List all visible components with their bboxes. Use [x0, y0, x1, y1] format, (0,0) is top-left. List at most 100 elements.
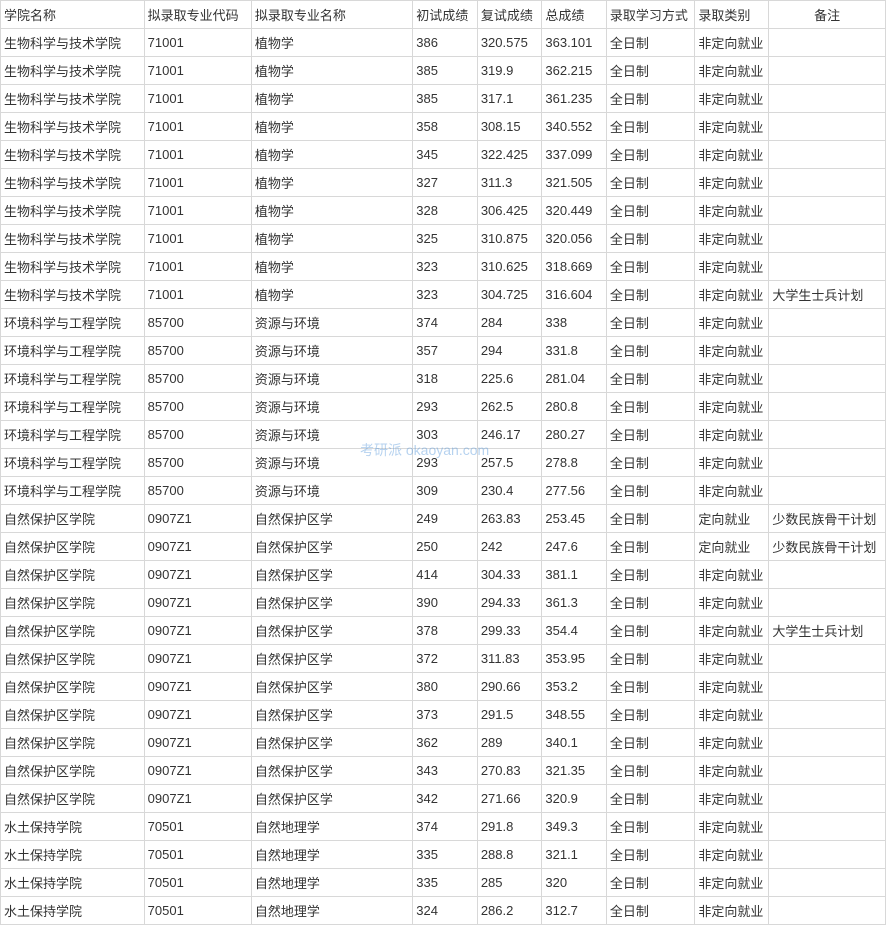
- table-row: 自然保护区学院0907Z1自然保护区学390294.33361.3全日制非定向就…: [1, 589, 886, 617]
- table-cell: 非定向就业: [695, 617, 769, 645]
- table-cell: 357: [413, 337, 478, 365]
- table-cell: 373: [413, 701, 478, 729]
- table-cell: 大学生士兵计划: [769, 617, 886, 645]
- table-cell: 306.425: [477, 197, 542, 225]
- table-cell: 全日制: [606, 785, 695, 813]
- table-cell: 0907Z1: [144, 533, 251, 561]
- table-cell: 378: [413, 617, 478, 645]
- table-cell: 资源与环境: [251, 337, 412, 365]
- table-cell: 304.33: [477, 561, 542, 589]
- header-study-mode: 录取学习方式: [606, 1, 695, 29]
- table-cell: 全日制: [606, 617, 695, 645]
- table-cell: 316.604: [542, 281, 607, 309]
- table-cell: 生物科学与技术学院: [1, 57, 145, 85]
- table-row: 环境科学与工程学院85700资源与环境318225.6281.04全日制非定向就…: [1, 365, 886, 393]
- table-cell: 全日制: [606, 561, 695, 589]
- header-remark: 备注: [769, 1, 886, 29]
- table-cell: 自然保护区学: [251, 785, 412, 813]
- header-college: 学院名称: [1, 1, 145, 29]
- table-cell: 环境科学与工程学院: [1, 393, 145, 421]
- table-cell: 资源与环境: [251, 477, 412, 505]
- table-cell: 自然保护区学院: [1, 589, 145, 617]
- table-cell: 植物学: [251, 57, 412, 85]
- table-cell: [769, 197, 886, 225]
- table-cell: 353.2: [542, 673, 607, 701]
- table-cell: 325: [413, 225, 478, 253]
- table-cell: 71001: [144, 197, 251, 225]
- table-cell: 0907Z1: [144, 729, 251, 757]
- table-cell: 非定向就业: [695, 57, 769, 85]
- table-cell: 0907Z1: [144, 757, 251, 785]
- table-cell: 自然保护区学院: [1, 729, 145, 757]
- table-cell: 资源与环境: [251, 421, 412, 449]
- table-cell: 304.725: [477, 281, 542, 309]
- table-cell: [769, 85, 886, 113]
- table-cell: 311.3: [477, 169, 542, 197]
- table-cell: 非定向就业: [695, 589, 769, 617]
- table-cell: 349.3: [542, 813, 607, 841]
- table-cell: 362.215: [542, 57, 607, 85]
- table-cell: 331.8: [542, 337, 607, 365]
- table-cell: 植物学: [251, 85, 412, 113]
- table-cell: [769, 757, 886, 785]
- table-row: 自然保护区学院0907Z1自然保护区学372311.83353.95全日制非定向…: [1, 645, 886, 673]
- table-cell: 0907Z1: [144, 673, 251, 701]
- table-cell: 253.45: [542, 505, 607, 533]
- table-cell: 全日制: [606, 673, 695, 701]
- table-cell: 自然地理学: [251, 897, 412, 925]
- table-row: 自然保护区学院0907Z1自然保护区学250242247.6全日制定向就业少数民…: [1, 533, 886, 561]
- table-row: 生物科学与技术学院71001植物学386320.575363.101全日制非定向…: [1, 29, 886, 57]
- table-cell: 非定向就业: [695, 85, 769, 113]
- table-cell: 278.8: [542, 449, 607, 477]
- table-cell: 非定向就业: [695, 29, 769, 57]
- table-row: 环境科学与工程学院85700资源与环境303246.17280.27全日制非定向…: [1, 421, 886, 449]
- table-cell: 自然保护区学: [251, 589, 412, 617]
- table-cell: 全日制: [606, 757, 695, 785]
- table-row: 自然保护区学院0907Z1自然保护区学362289340.1全日制非定向就业: [1, 729, 886, 757]
- table-cell: 全日制: [606, 505, 695, 533]
- table-cell: 自然保护区学院: [1, 757, 145, 785]
- table-cell: [769, 393, 886, 421]
- table-cell: 非定向就业: [695, 113, 769, 141]
- table-cell: 植物学: [251, 225, 412, 253]
- table-cell: 非定向就业: [695, 673, 769, 701]
- table-cell: 323: [413, 281, 478, 309]
- table-cell: 281.04: [542, 365, 607, 393]
- table-cell: 植物学: [251, 169, 412, 197]
- table-cell: 263.83: [477, 505, 542, 533]
- table-cell: 生物科学与技术学院: [1, 169, 145, 197]
- table-cell: 环境科学与工程学院: [1, 421, 145, 449]
- table-cell: 289: [477, 729, 542, 757]
- table-cell: 85700: [144, 421, 251, 449]
- table-cell: 定向就业: [695, 533, 769, 561]
- table-cell: 植物学: [251, 281, 412, 309]
- table-cell: 299.33: [477, 617, 542, 645]
- table-row: 环境科学与工程学院85700资源与环境293257.5278.8全日制非定向就业: [1, 449, 886, 477]
- table-cell: 71001: [144, 57, 251, 85]
- header-initial-score: 初试成绩: [413, 1, 478, 29]
- table-cell: 全日制: [606, 29, 695, 57]
- table-cell: 70501: [144, 813, 251, 841]
- table-cell: 0907Z1: [144, 617, 251, 645]
- table-cell: 全日制: [606, 253, 695, 281]
- table-cell: 71001: [144, 29, 251, 57]
- table-cell: 246.17: [477, 421, 542, 449]
- table-cell: 290.66: [477, 673, 542, 701]
- table-cell: 全日制: [606, 113, 695, 141]
- table-row: 环境科学与工程学院85700资源与环境293262.5280.8全日制非定向就业: [1, 393, 886, 421]
- table-cell: [769, 29, 886, 57]
- table-cell: [769, 113, 886, 141]
- table-cell: 全日制: [606, 225, 695, 253]
- table-cell: [769, 477, 886, 505]
- table-cell: 自然保护区学院: [1, 617, 145, 645]
- table-cell: 自然保护区学: [251, 757, 412, 785]
- table-cell: 自然保护区学: [251, 729, 412, 757]
- table-cell: 全日制: [606, 169, 695, 197]
- table-cell: [769, 869, 886, 897]
- table-cell: 水土保持学院: [1, 813, 145, 841]
- table-cell: 374: [413, 813, 478, 841]
- table-cell: 286.2: [477, 897, 542, 925]
- table-cell: 生物科学与技术学院: [1, 197, 145, 225]
- table-cell: 全日制: [606, 141, 695, 169]
- table-cell: 全日制: [606, 85, 695, 113]
